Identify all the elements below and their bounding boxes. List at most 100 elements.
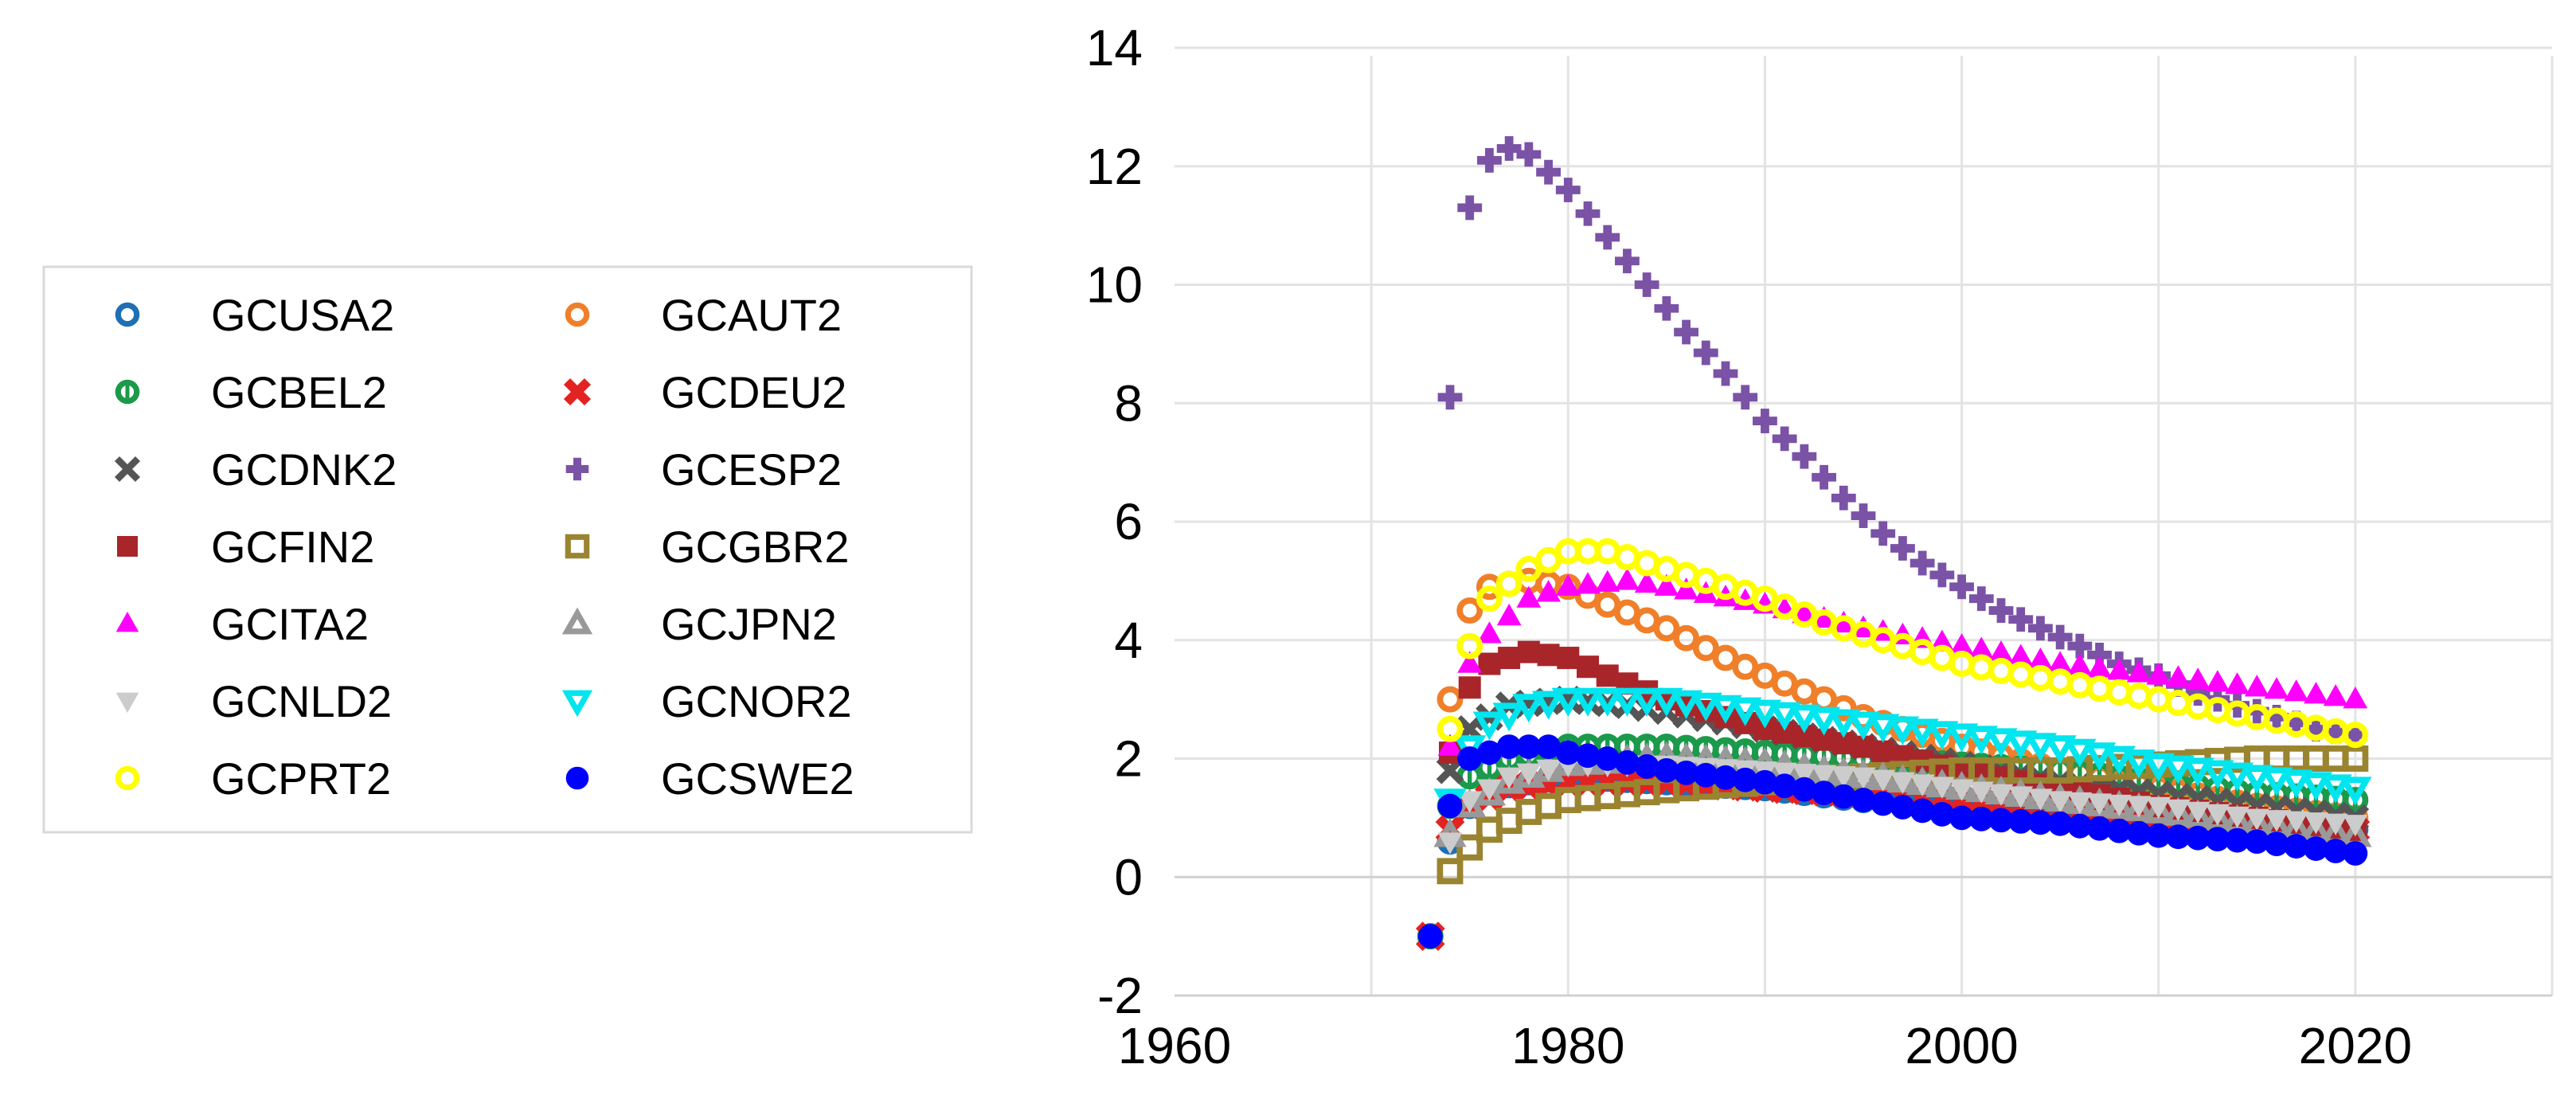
legend-item-gcusa2: GCUSA2 — [115, 290, 394, 340]
legend-label: GCUSA2 — [211, 290, 394, 340]
data-point — [1851, 788, 1876, 812]
data-point — [1831, 766, 1856, 788]
legend-item-gcbel2: GCBEL2 — [115, 367, 387, 417]
data-point — [2023, 733, 2058, 762]
data-point — [1949, 779, 1974, 801]
data-point — [2244, 675, 2269, 697]
data-point — [1669, 690, 1703, 719]
legend-marker — [565, 766, 589, 790]
data-point — [1968, 781, 1994, 804]
x-tick-label: 2000 — [1905, 1017, 2018, 1074]
data-point — [2260, 767, 2293, 796]
data-point — [1477, 147, 1502, 173]
data-point — [2225, 672, 2250, 694]
data-points — [1415, 136, 2372, 951]
data-point — [1867, 714, 1900, 743]
data-point — [2185, 667, 2211, 690]
legend-label: GCITA2 — [211, 599, 369, 649]
data-point — [1492, 765, 1526, 794]
data-point — [1689, 692, 1722, 722]
data-point — [1713, 361, 1738, 386]
data-point — [1988, 808, 2014, 833]
data-point — [1968, 806, 1994, 831]
data-point — [2067, 653, 2093, 675]
data-point — [2342, 722, 2369, 749]
data-point — [1495, 570, 1523, 597]
data-point — [2087, 793, 2112, 816]
data-point — [2166, 799, 2191, 822]
data-point — [2284, 679, 2309, 702]
data-point — [1536, 759, 1561, 781]
data-point — [2304, 836, 2328, 861]
legend-marker — [115, 612, 139, 632]
legend-box — [42, 265, 973, 834]
data-point — [2008, 786, 2034, 808]
data-point — [1827, 709, 1860, 738]
y-tick-label: 10 — [1086, 256, 1143, 314]
data-point — [1968, 636, 1994, 659]
data-point — [1496, 767, 1522, 789]
data-point — [1595, 569, 1620, 593]
data-point — [1693, 340, 1718, 366]
data-point — [1713, 765, 1738, 790]
data-point — [1812, 765, 1836, 787]
data-point — [1890, 772, 1915, 794]
data-point — [2343, 815, 2368, 837]
legend-label: GCAUT2 — [661, 290, 842, 340]
data-point — [1692, 635, 1719, 662]
data-point — [2323, 813, 2348, 835]
data-point — [1733, 385, 1758, 410]
data-point — [2181, 799, 2214, 828]
data-point — [2008, 644, 2034, 666]
data-point — [1477, 740, 1502, 765]
data-point — [2047, 651, 2073, 673]
legend-label: GCJPN2 — [661, 599, 837, 649]
data-point — [1964, 726, 1998, 755]
data-point — [1551, 687, 1585, 717]
data-point — [1456, 597, 1483, 624]
data-point — [1988, 598, 2014, 623]
data-point — [1831, 610, 1856, 633]
data-point — [1517, 640, 1540, 663]
data-point — [1535, 546, 1562, 573]
data-point — [2339, 777, 2372, 806]
legend-marker — [114, 456, 141, 483]
data-point — [1437, 385, 1463, 410]
legend-marker — [561, 690, 593, 718]
data-point — [1712, 644, 1739, 671]
data-point — [2146, 823, 2171, 848]
data-point — [2220, 762, 2254, 792]
data-point — [1910, 550, 1935, 576]
data-point — [2244, 829, 2269, 855]
data-point — [2047, 624, 2073, 650]
data-point — [1634, 272, 1659, 297]
legend-marker — [565, 457, 589, 481]
data-point — [1772, 426, 1797, 452]
legend-item-gcgbr2: GCGBR2 — [565, 522, 850, 572]
data-point — [2004, 730, 2038, 760]
data-point — [1557, 647, 1580, 670]
legend: GCUSA2 GCAUT2 GCBEL2 GCDEU2 GCDNK2 GCESP2 GCFI… — [42, 265, 973, 834]
legend-label: GCGBR2 — [661, 522, 850, 572]
data-point — [1748, 699, 1782, 729]
data-point — [2264, 831, 2289, 856]
y-tick-label: 14 — [1086, 19, 1143, 76]
data-point — [1949, 633, 1974, 655]
data-point — [1515, 556, 1542, 582]
legend-label: GCSWE2 — [661, 753, 854, 804]
series-gcnor2 — [1433, 687, 2372, 818]
x-tick-label: 2020 — [2299, 1017, 2412, 1074]
data-point — [1788, 704, 1821, 734]
data-point — [2185, 825, 2211, 851]
x-tick-label: 1980 — [1511, 1017, 1624, 1074]
data-point — [2299, 772, 2333, 801]
data-point — [1870, 791, 1896, 816]
legend-label: GCESP2 — [661, 444, 842, 495]
data-point — [1945, 723, 1979, 753]
data-point — [1910, 774, 1935, 796]
data-point — [1630, 687, 1663, 717]
data-point — [1812, 780, 1836, 806]
data-point — [1925, 721, 1959, 750]
data-point — [1831, 784, 1856, 809]
data-point — [1516, 734, 1542, 760]
